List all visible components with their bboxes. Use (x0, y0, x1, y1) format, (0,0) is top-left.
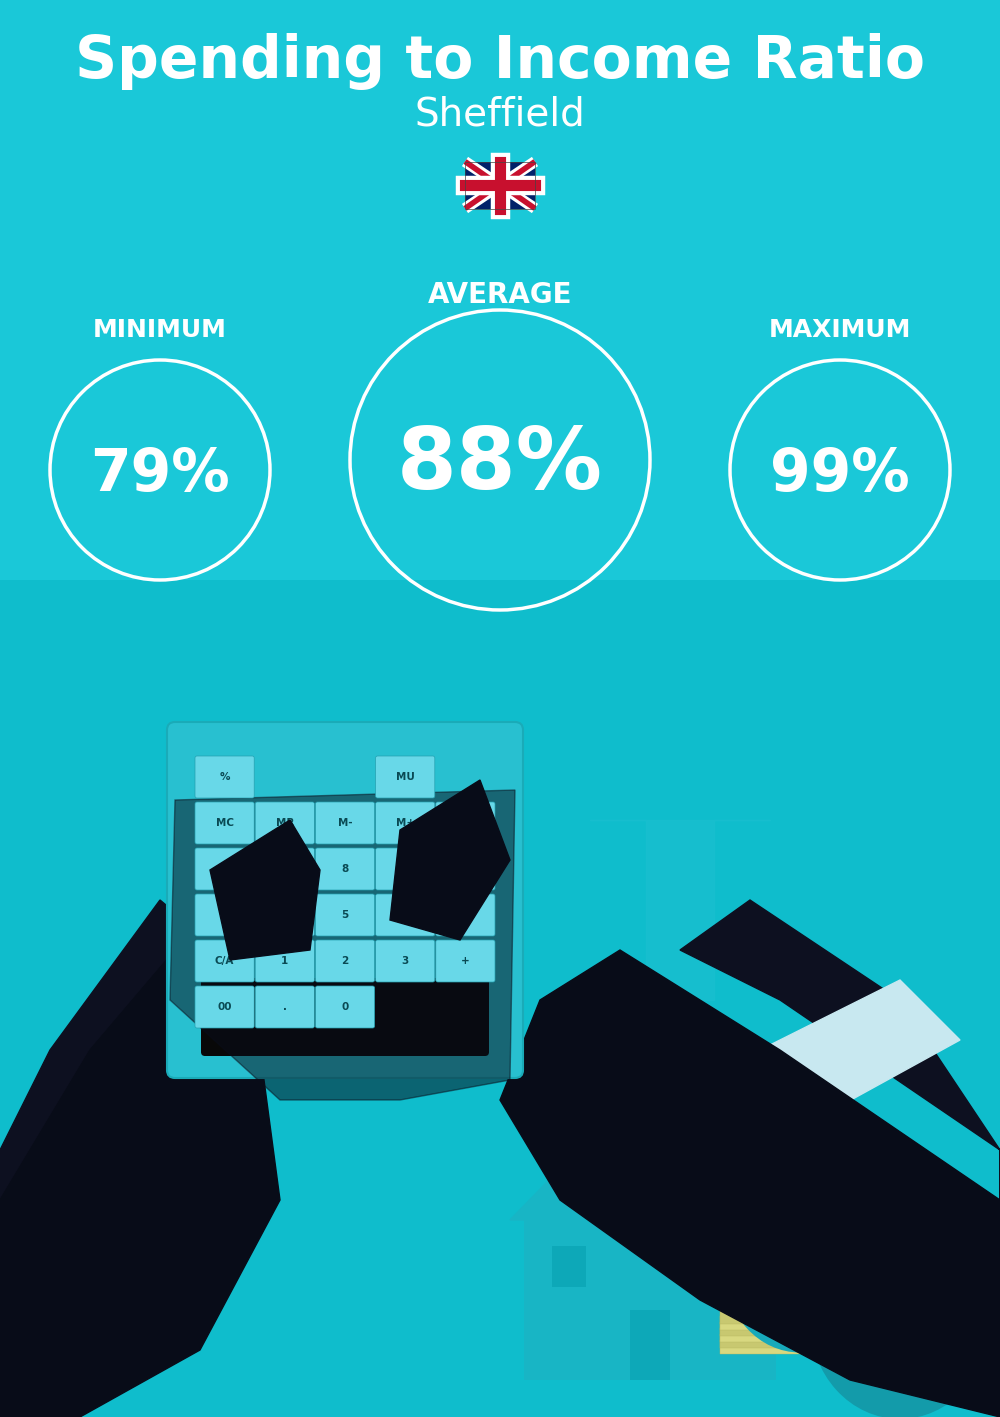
Text: 4: 4 (281, 910, 288, 920)
Text: Sheffield: Sheffield (415, 96, 585, 135)
FancyBboxPatch shape (376, 802, 435, 845)
FancyBboxPatch shape (195, 894, 254, 937)
Bar (720, 1322, 840, 1336)
FancyBboxPatch shape (195, 757, 254, 798)
Text: x: x (462, 864, 469, 874)
Polygon shape (700, 981, 960, 1151)
Text: MINIMUM: MINIMUM (93, 317, 227, 341)
Bar (779, 1172, 821, 1203)
FancyBboxPatch shape (195, 939, 254, 982)
FancyBboxPatch shape (436, 802, 495, 845)
Bar (712, 1246, 745, 1287)
Text: -: - (463, 910, 468, 920)
Text: $: $ (876, 1301, 924, 1366)
Text: MAXIMUM: MAXIMUM (769, 317, 911, 341)
FancyBboxPatch shape (315, 939, 375, 982)
Ellipse shape (810, 1221, 990, 1417)
FancyBboxPatch shape (255, 986, 314, 1027)
Bar (720, 1333, 840, 1348)
FancyBboxPatch shape (195, 802, 254, 845)
FancyBboxPatch shape (255, 802, 314, 845)
Bar (524, 1220, 776, 1380)
Text: 0: 0 (341, 1002, 349, 1012)
Text: ►: ► (221, 910, 229, 920)
Bar (0, 580, 1000, 1417)
Polygon shape (510, 1076, 790, 1220)
FancyBboxPatch shape (255, 847, 314, 890)
Bar (692, 1076, 720, 1156)
FancyBboxPatch shape (376, 894, 435, 937)
FancyBboxPatch shape (376, 939, 435, 982)
Polygon shape (210, 820, 320, 959)
Text: Spending to Income Ratio: Spending to Income Ratio (75, 34, 925, 91)
Text: MU: MU (396, 772, 415, 782)
Bar (630, 1309, 670, 1380)
FancyBboxPatch shape (436, 939, 495, 982)
Bar (465, 162, 535, 208)
FancyBboxPatch shape (436, 847, 495, 890)
Text: 3: 3 (402, 956, 409, 966)
Bar (720, 1309, 840, 1323)
Polygon shape (500, 949, 1000, 1417)
Text: 9: 9 (402, 864, 409, 874)
Polygon shape (390, 779, 510, 939)
FancyBboxPatch shape (195, 847, 254, 890)
Polygon shape (20, 1100, 240, 1309)
Polygon shape (170, 791, 515, 1100)
Text: M-: M- (338, 818, 352, 828)
Text: $: $ (780, 1254, 820, 1309)
Text: MR: MR (276, 818, 294, 828)
Bar (552, 1246, 586, 1287)
Bar (465, 162, 535, 208)
FancyBboxPatch shape (255, 894, 314, 937)
Polygon shape (680, 900, 1000, 1417)
Text: 2: 2 (341, 956, 349, 966)
Text: 88%: 88% (397, 424, 603, 506)
FancyBboxPatch shape (315, 847, 375, 890)
FancyBboxPatch shape (376, 757, 435, 798)
FancyBboxPatch shape (376, 847, 435, 890)
Bar (875, 1203, 925, 1238)
FancyBboxPatch shape (315, 986, 375, 1027)
Polygon shape (0, 949, 280, 1417)
Polygon shape (0, 900, 220, 1200)
FancyBboxPatch shape (436, 894, 495, 937)
Text: 00: 00 (217, 1002, 232, 1012)
Polygon shape (590, 820, 770, 1000)
Text: %: % (219, 772, 230, 782)
Bar (720, 1328, 840, 1342)
Text: .: . (283, 1002, 287, 1012)
FancyBboxPatch shape (201, 978, 489, 1056)
Text: :: : (463, 818, 467, 828)
Ellipse shape (783, 1182, 817, 1200)
Text: 1: 1 (281, 956, 288, 966)
Text: 99%: 99% (770, 446, 910, 503)
FancyBboxPatch shape (195, 986, 254, 1027)
FancyBboxPatch shape (255, 939, 314, 982)
Ellipse shape (725, 1187, 875, 1352)
Text: +/-: +/- (216, 864, 233, 874)
Text: 6: 6 (402, 910, 409, 920)
Text: 7: 7 (281, 864, 288, 874)
Bar (720, 1316, 840, 1331)
Bar (720, 1340, 840, 1355)
Text: +: + (461, 956, 470, 966)
Text: 5: 5 (341, 910, 349, 920)
Text: C/A: C/A (215, 956, 234, 966)
Text: AVERAGE: AVERAGE (428, 281, 572, 309)
FancyBboxPatch shape (315, 894, 375, 937)
Text: MC: MC (216, 818, 234, 828)
Polygon shape (220, 828, 380, 981)
FancyBboxPatch shape (167, 723, 523, 1078)
Ellipse shape (880, 1214, 920, 1237)
FancyBboxPatch shape (315, 802, 375, 845)
Text: M+: M+ (396, 818, 415, 828)
Text: 79%: 79% (90, 446, 230, 503)
Text: 8: 8 (341, 864, 349, 874)
